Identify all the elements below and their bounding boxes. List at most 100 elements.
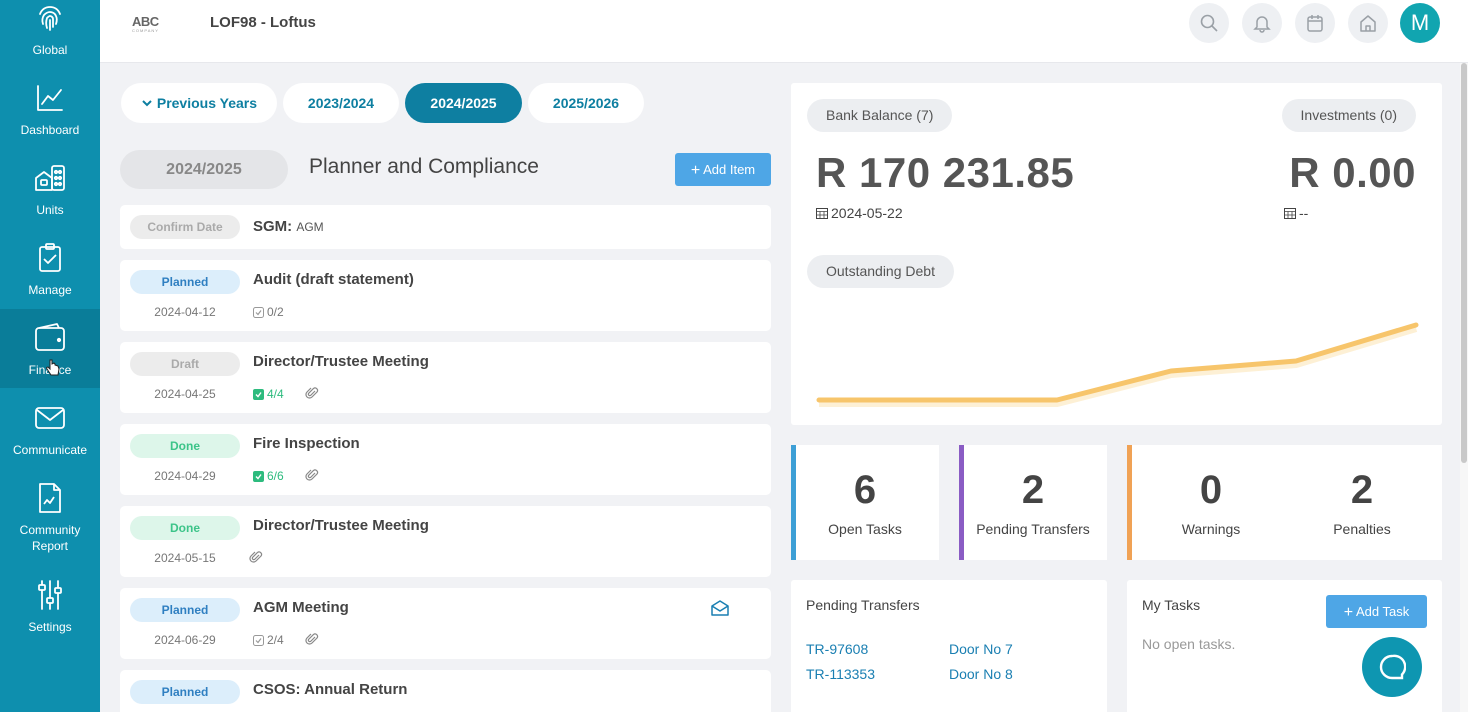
planner-card[interactable]: Done Fire Inspection 2024-04-29 6/6 bbox=[120, 424, 771, 495]
stat-value: 6 bbox=[853, 468, 877, 512]
planner-card[interactable]: Planned CSOS: Annual Return bbox=[120, 670, 771, 712]
my-tasks-title: My Tasks bbox=[1142, 597, 1201, 613]
planner-card[interactable]: Planned AGM Meeting 2024-06-29 2/4 bbox=[120, 588, 771, 659]
sidebar-item-manage[interactable]: Manage bbox=[0, 232, 100, 312]
card-date: 2024-04-29 bbox=[154, 469, 216, 483]
year-tab-2024-2025[interactable]: 2024/2025 bbox=[405, 83, 522, 123]
scrollbar-thumb[interactable] bbox=[1461, 63, 1467, 463]
report-icon bbox=[39, 483, 61, 513]
transfer-ref-link[interactable]: TR-97608 bbox=[806, 641, 869, 657]
investments-date: -- bbox=[1284, 205, 1308, 221]
bell-icon bbox=[1253, 16, 1271, 33]
company-logo: ABC COMPANY bbox=[132, 14, 164, 33]
investments-date-value: -- bbox=[1299, 205, 1309, 221]
sidebar-item-units[interactable]: Units bbox=[0, 152, 100, 232]
fingerprint-icon bbox=[39, 6, 61, 31]
task-count: 0/2 bbox=[253, 305, 284, 319]
previous-years-button[interactable]: Previous Years bbox=[121, 83, 277, 123]
paperclip-icon bbox=[249, 551, 263, 563]
investments-pill[interactable]: Investments (0) bbox=[1281, 99, 1416, 132]
year-tab-2023-2024[interactable]: 2023/2024 bbox=[283, 83, 399, 123]
checkbox-checked-icon bbox=[253, 471, 264, 482]
envelope-open-icon[interactable] bbox=[710, 599, 730, 617]
sidebar-item-dashboard[interactable]: Dashboard bbox=[0, 72, 100, 152]
card-date: 2024-05-15 bbox=[154, 551, 216, 565]
calendar-button[interactable] bbox=[1295, 3, 1335, 43]
task-count-value: 0/2 bbox=[267, 305, 284, 319]
planner-card[interactable]: Confirm Date SGM: AGM bbox=[120, 205, 771, 249]
pending-transfers-panel: Pending Transfers TR-97608 Door No 7 TR-… bbox=[791, 580, 1107, 712]
stat-value: 0 bbox=[1199, 468, 1223, 512]
bank-balance-date: 2024-05-22 bbox=[816, 205, 903, 221]
card-subtitle: AGM bbox=[296, 220, 324, 234]
task-count: 6/6 bbox=[253, 469, 284, 483]
warnings-stat[interactable]: 0 Warnings bbox=[1127, 445, 1295, 560]
stat-label: Pending Transfers bbox=[976, 521, 1090, 537]
user-avatar[interactable]: M bbox=[1400, 3, 1440, 43]
sidebar-item-communicate[interactable]: Communicate bbox=[0, 392, 100, 472]
outstanding-debt-line bbox=[816, 322, 1419, 407]
scheme-title: LOF98 - Loftus bbox=[210, 14, 316, 31]
balance-panel: Bank Balance (7) Investments (0) R 170 2… bbox=[791, 83, 1442, 425]
search-button[interactable] bbox=[1189, 3, 1229, 43]
transfer-ref-link[interactable]: TR-113353 bbox=[806, 666, 876, 682]
status-badge: Planned bbox=[130, 680, 240, 704]
checkbox-icon bbox=[253, 307, 264, 318]
add-task-button[interactable]: + Add Task bbox=[1326, 595, 1427, 628]
chat-bubble-icon bbox=[1379, 654, 1406, 680]
planner-card[interactable]: Done Director/Trustee Meeting 2024-05-15 bbox=[120, 506, 771, 577]
top-header: ABC COMPANY LOF98 - Loftus M bbox=[100, 0, 1468, 63]
pending-transfers-stat[interactable]: 2 Pending Transfers bbox=[959, 445, 1107, 560]
sidebar-item-label: Manage bbox=[28, 283, 72, 297]
sidebar-item-label: Communicate bbox=[12, 443, 88, 457]
paperclip-icon bbox=[305, 633, 319, 645]
plus-icon: + bbox=[1343, 604, 1354, 621]
paperclip-icon bbox=[305, 387, 319, 399]
sidebar-item-label: Global bbox=[32, 43, 68, 57]
status-badge: Planned bbox=[130, 270, 240, 294]
transfer-unit-link[interactable]: Door No 8 bbox=[949, 666, 1013, 682]
planner-card[interactable]: Draft Director/Trustee Meeting 2024-04-2… bbox=[120, 342, 771, 413]
open-tasks-stat[interactable]: 6 Open Tasks bbox=[791, 445, 939, 560]
card-title: Director/Trustee Meeting bbox=[253, 517, 429, 534]
bank-balance-pill[interactable]: Bank Balance (7) bbox=[807, 99, 953, 132]
task-count-value: 2/4 bbox=[267, 633, 284, 647]
sidebar-item-label: Units bbox=[36, 203, 64, 217]
card-date: 2024-04-12 bbox=[154, 305, 216, 319]
home-button[interactable] bbox=[1348, 3, 1388, 43]
stat-label: Open Tasks bbox=[828, 521, 902, 537]
line-chart-icon bbox=[37, 85, 63, 111]
status-badge: Planned bbox=[130, 598, 240, 622]
sidebar-item-global[interactable]: Global bbox=[0, 0, 100, 62]
task-count: 2/4 bbox=[253, 633, 284, 647]
sidebar-item-label: Community Report bbox=[19, 523, 81, 553]
card-title: AGM Meeting bbox=[253, 599, 349, 616]
logo-text: ABC bbox=[132, 14, 159, 29]
status-badge: Confirm Date bbox=[130, 215, 240, 239]
sidebar-item-label: Dashboard bbox=[20, 123, 80, 137]
plus-icon: + bbox=[690, 162, 701, 179]
planner-title: Planner and Compliance bbox=[309, 155, 539, 178]
status-badge: Done bbox=[130, 434, 240, 458]
calendar-small-icon bbox=[1284, 208, 1296, 219]
year-tab-2025-2026[interactable]: 2025/2026 bbox=[528, 83, 644, 123]
stat-accent-bar bbox=[791, 445, 796, 560]
hand-cursor-icon bbox=[46, 359, 60, 376]
penalties-stat[interactable]: 2 Penalties bbox=[1295, 445, 1429, 560]
investments-amount: R 0.00 bbox=[1289, 149, 1416, 196]
transfer-unit-link[interactable]: Door No 7 bbox=[949, 641, 1013, 657]
search-icon bbox=[1200, 14, 1218, 32]
page-scrollbar[interactable] bbox=[1460, 63, 1468, 712]
sidebar-item-community-report[interactable]: Community Report bbox=[0, 472, 100, 562]
add-item-label: Add Item bbox=[703, 162, 756, 177]
support-chat-button[interactable] bbox=[1362, 637, 1422, 697]
sidebar-item-settings[interactable]: Settings bbox=[0, 569, 100, 649]
task-count-value: 4/4 bbox=[267, 387, 284, 401]
planner-card[interactable]: Planned Audit (draft statement) 2024-04-… bbox=[120, 260, 771, 331]
card-title-text: SGM: bbox=[253, 218, 293, 235]
notifications-button[interactable] bbox=[1242, 3, 1282, 43]
add-item-button[interactable]: + Add Item bbox=[675, 153, 771, 186]
sliders-icon bbox=[38, 580, 62, 610]
outstanding-debt-pill[interactable]: Outstanding Debt bbox=[807, 255, 954, 288]
stat-value: 2 bbox=[1021, 468, 1045, 512]
